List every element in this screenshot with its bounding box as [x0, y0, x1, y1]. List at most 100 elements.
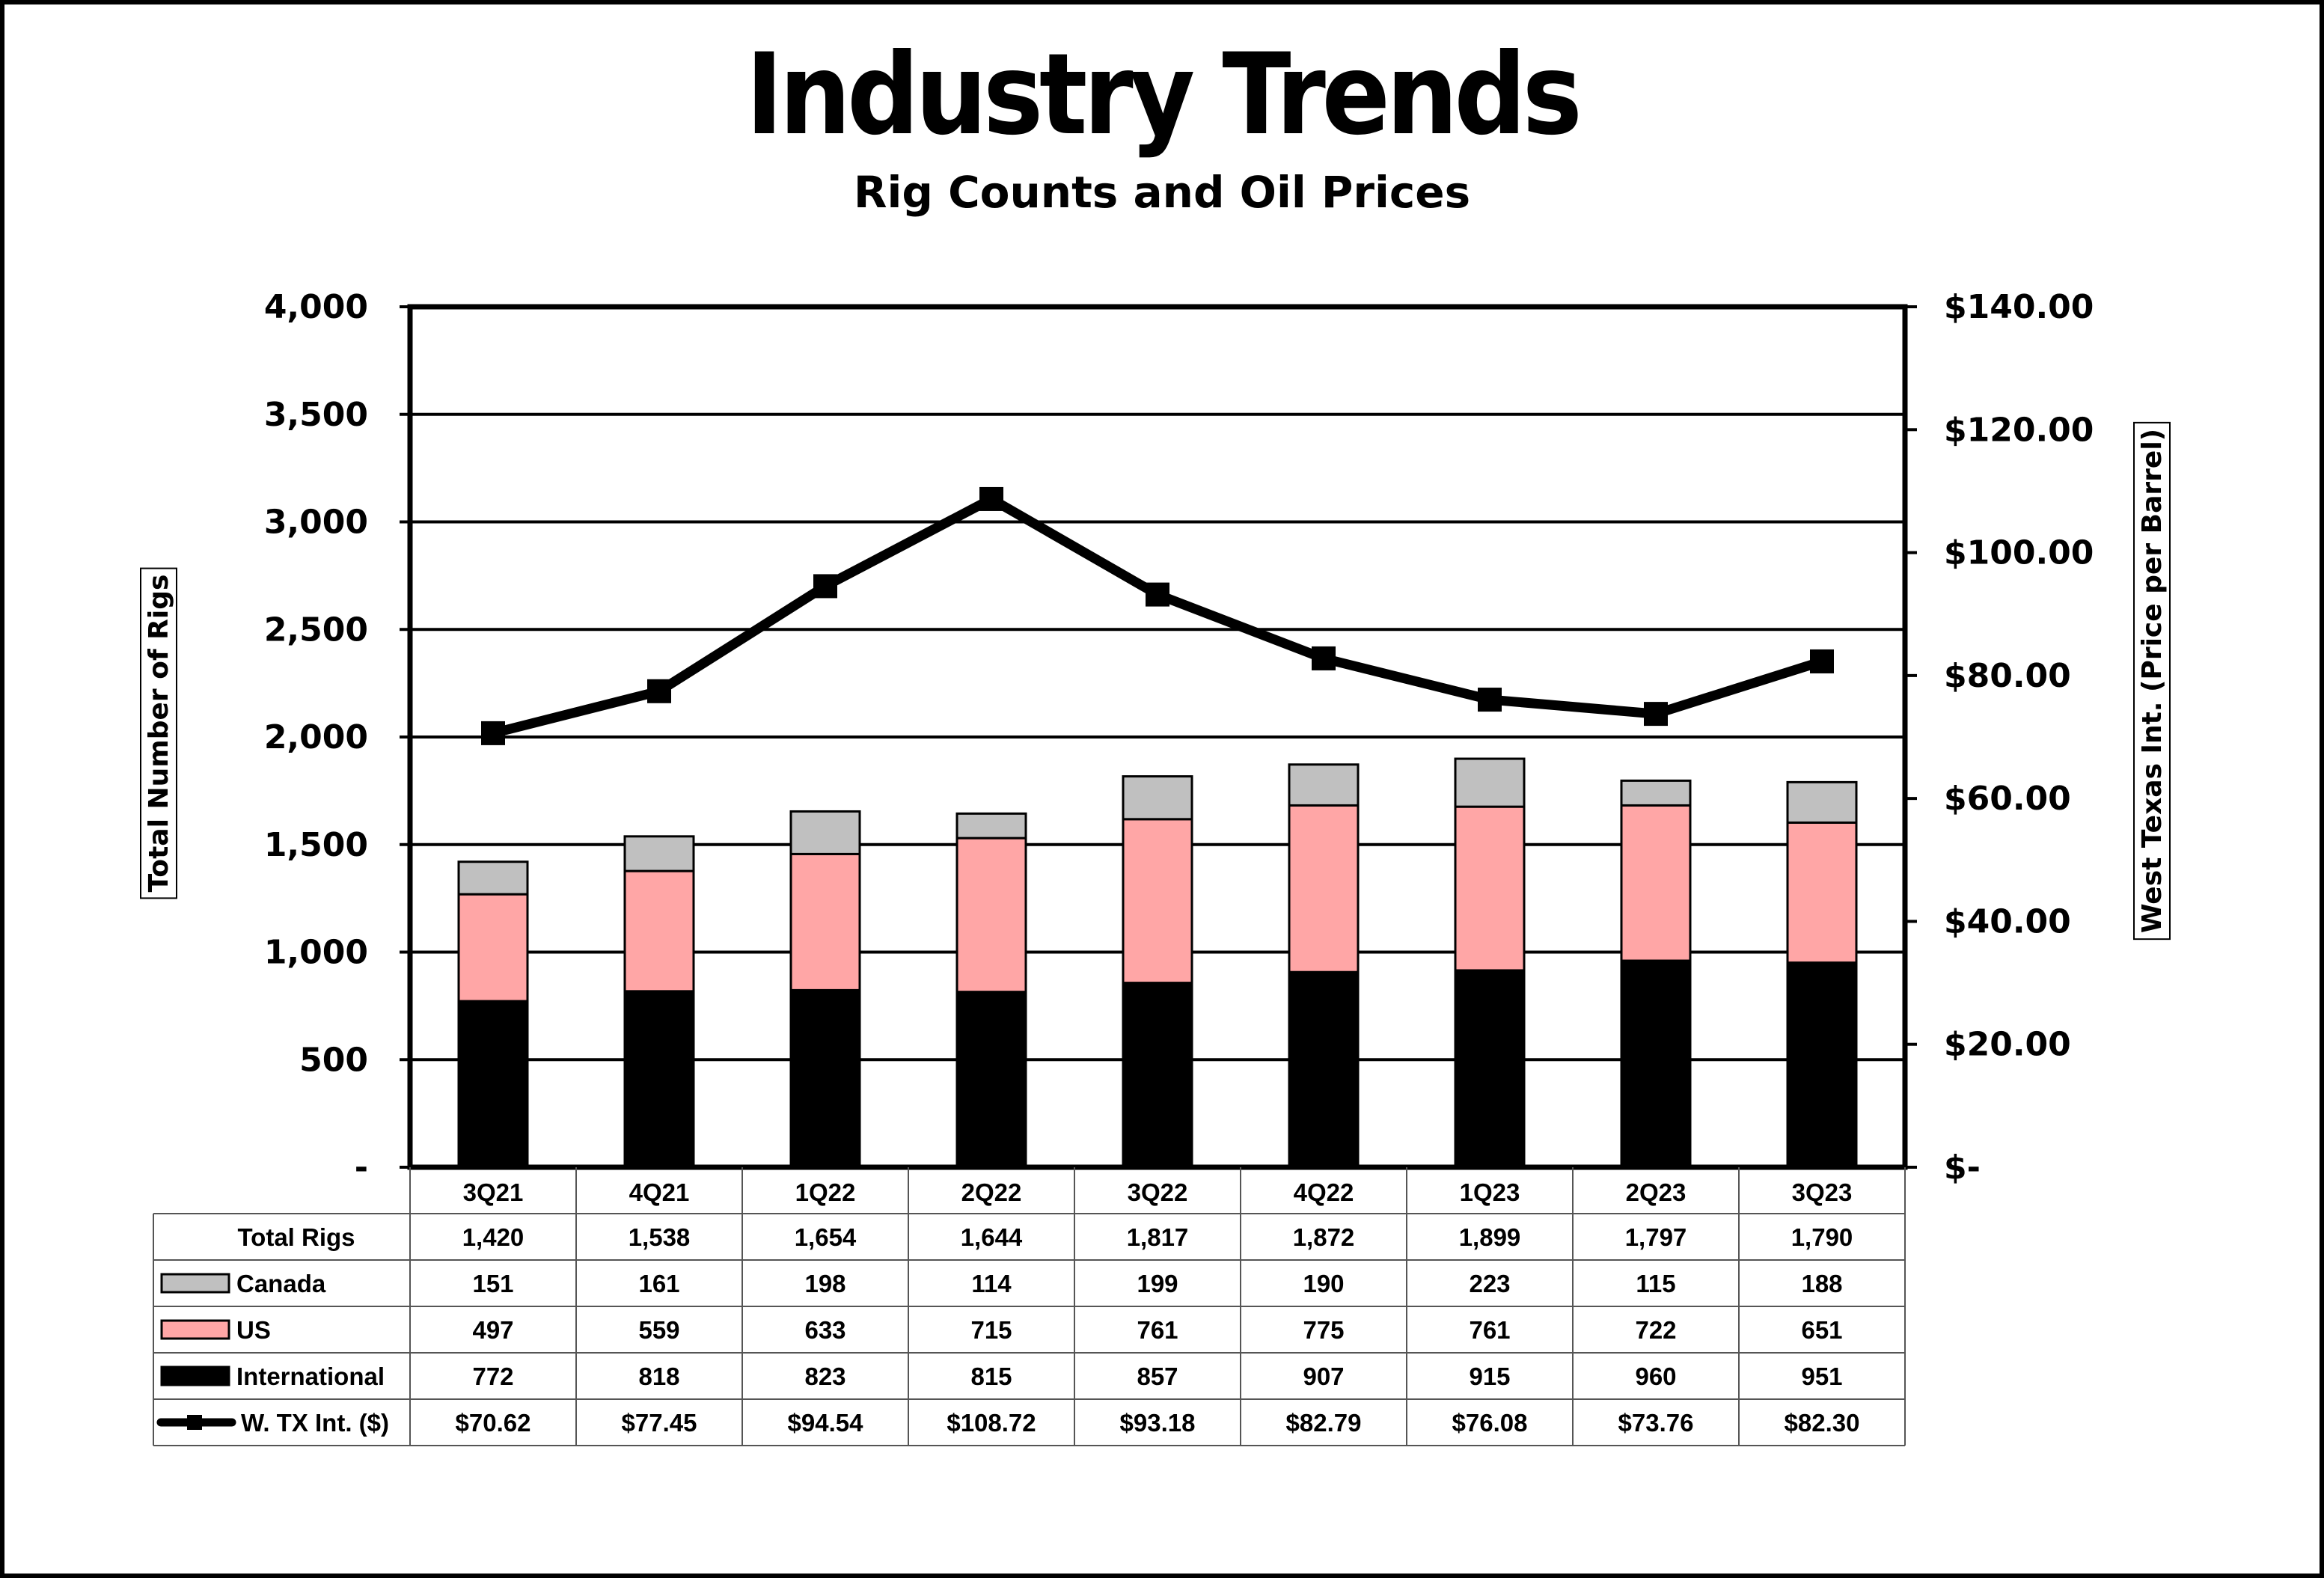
legend-key-us	[160, 1319, 230, 1340]
right-tick-label-1: $20.00	[1944, 1026, 2071, 1064]
bar-canada-2q23	[1620, 779, 1692, 807]
category-label-3q21: 3Q21	[463, 1178, 524, 1206]
row-label-canada: Canada	[236, 1270, 326, 1297]
cell-canada-4q21: 161	[638, 1270, 679, 1297]
bar-us-1q23	[1454, 805, 1526, 972]
cell-canada-2q22: 114	[971, 1270, 1012, 1297]
bar-canada-4q21	[623, 835, 695, 872]
category-label-4q21: 4Q21	[629, 1178, 690, 1206]
legend-key-marker-wti	[187, 1415, 202, 1430]
wti-marker-1q22	[813, 574, 837, 599]
bar-canada-2q22	[955, 812, 1027, 840]
bar-canada-1q22	[789, 810, 861, 855]
cell-total-1q23: 1,899	[1459, 1223, 1521, 1251]
bar-international-2q23	[1620, 959, 1692, 1169]
left-axis-title-box	[140, 567, 177, 899]
cell-total-2q22: 1,644	[961, 1223, 1023, 1251]
left-tick-label-8: 4,000	[264, 288, 368, 326]
bar-international-4q21	[623, 990, 695, 1169]
bar-layer	[457, 757, 1858, 1169]
left-axis-title-group: Total Number of Rigs	[140, 567, 177, 899]
data-table: 3Q21 4Q21 1Q22 2Q22 3Q22 4Q22 1Q23 2Q23 3Q23 Tota…	[153, 1167, 1906, 1446]
category-label-1q23: 1Q23	[1460, 1178, 1520, 1206]
chart-subtitle: Rig Counts and Oil Prices	[853, 167, 1471, 218]
bar-canada-3q23	[1786, 780, 1858, 824]
bar-international-3q23	[1786, 961, 1858, 1169]
cell-wti-4q22: $82.79	[1286, 1409, 1362, 1437]
cell-international-2q23: 960	[1635, 1363, 1676, 1390]
cell-us-3q21: 497	[472, 1316, 513, 1344]
cell-total-1q22: 1,654	[795, 1223, 857, 1251]
cell-us-4q22: 775	[1303, 1316, 1344, 1344]
wti-marker-1q23	[1478, 688, 1502, 712]
left-tick-label-0: -	[355, 1149, 368, 1187]
left-axis-title: Total Number of Rigs	[144, 575, 174, 893]
right-tick-label-7: $140.00	[1944, 288, 2094, 326]
cell-wti-1q22: $94.54	[788, 1409, 864, 1437]
right-axis-title-group: West Texas Int. (Price per Barrel)	[2133, 421, 2171, 941]
cell-total-4q22: 1,872	[1293, 1223, 1355, 1251]
cell-total-3q23: 1,790	[1791, 1223, 1853, 1251]
category-label-1q22: 1Q22	[795, 1178, 856, 1206]
cell-us-3q23: 651	[1801, 1316, 1842, 1344]
left-tick-label-2: 1,000	[264, 934, 368, 972]
cell-international-2q22: 815	[970, 1363, 1012, 1390]
category-label-3q22: 3Q22	[1128, 1178, 1188, 1206]
cell-wti-4q21: $77.45	[622, 1409, 697, 1437]
category-label-4q22: 4Q22	[1294, 1178, 1354, 1206]
left-tick-label-5: 2,500	[264, 611, 368, 649]
bar-international-3q22	[1122, 982, 1193, 1169]
wti-marker-3q21	[481, 721, 505, 745]
cell-canada-3q23: 188	[1801, 1270, 1842, 1297]
cell-us-3q22: 761	[1137, 1316, 1178, 1344]
cell-total-3q22: 1,817	[1127, 1223, 1189, 1251]
wti-marker-3q22	[1146, 582, 1169, 607]
cell-wti-3q22: $93.18	[1120, 1409, 1196, 1437]
cell-us-2q23: 722	[1635, 1316, 1676, 1344]
cell-total-3q21: 1,420	[462, 1223, 525, 1251]
wti-marker-4q22	[1312, 646, 1336, 670]
left-tick-label-1: 500	[299, 1041, 368, 1079]
right-tick-label-6: $120.00	[1944, 411, 2094, 449]
cell-international-1q23: 915	[1469, 1363, 1510, 1390]
wti-marker-4q21	[647, 679, 671, 703]
category-label-2q23: 2Q23	[1626, 1178, 1687, 1206]
chart-title: Industry Trends	[745, 30, 1582, 160]
bar-canada-3q22	[1122, 775, 1193, 821]
cell-canada-2q23: 115	[1636, 1270, 1675, 1297]
left-tick-label-6: 3,000	[264, 504, 368, 542]
cell-wti-1q23: $76.08	[1452, 1409, 1528, 1437]
legend-key-international	[160, 1366, 230, 1386]
wti-price-line	[488, 494, 1827, 738]
right-tick-label-2: $40.00	[1944, 902, 2071, 941]
right-tick-label-0: $-	[1944, 1149, 1981, 1187]
cell-us-4q21: 559	[638, 1316, 679, 1344]
cell-international-3q23: 951	[1801, 1363, 1842, 1390]
bar-us-2q22	[955, 837, 1027, 994]
row-label-international: International	[236, 1363, 385, 1390]
row-label-wti: W. TX Int. ($)	[241, 1409, 389, 1437]
bar-us-3q21	[457, 893, 529, 1003]
legend-key-canada	[160, 1273, 230, 1294]
price-line-layer	[481, 486, 1834, 745]
cell-total-4q21: 1,538	[629, 1223, 691, 1251]
bar-us-3q23	[1786, 821, 1858, 964]
cell-canada-1q23: 223	[1469, 1270, 1510, 1297]
cell-wti-2q22: $108.72	[947, 1409, 1036, 1437]
cell-international-4q22: 907	[1303, 1363, 1344, 1390]
wti-marker-2q23	[1644, 702, 1668, 727]
row-label-total: Total Rigs	[237, 1223, 355, 1251]
cell-canada-1q22: 198	[804, 1270, 845, 1297]
bar-us-4q22	[1288, 804, 1360, 973]
bar-canada-4q22	[1288, 763, 1360, 807]
cell-international-1q22: 823	[804, 1363, 845, 1390]
bar-us-3q22	[1122, 818, 1193, 985]
bar-canada-3q21	[457, 860, 529, 896]
right-axis-title: West Texas Int. (Price per Barrel)	[2137, 429, 2168, 933]
right-tick-label-5: $100.00	[1944, 534, 2094, 572]
cell-canada-3q22: 199	[1137, 1270, 1178, 1297]
cell-us-2q22: 715	[970, 1316, 1012, 1344]
cell-international-3q21: 772	[472, 1363, 513, 1390]
